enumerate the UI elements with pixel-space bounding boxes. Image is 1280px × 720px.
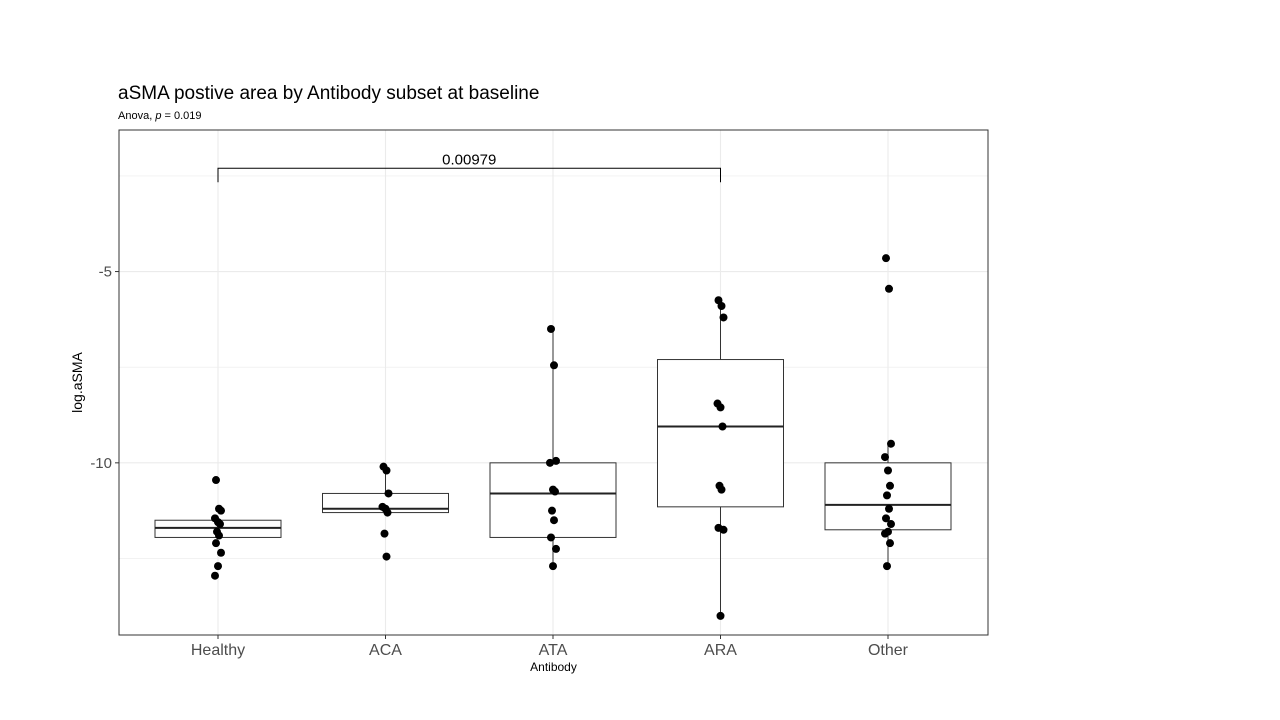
axis-layer: -5 -10 Healthy ACA ATA ARA Other [90,264,908,659]
x-axis-title: Antibody [530,660,577,674]
data-point [719,525,728,534]
data-point [882,254,890,263]
data-point [719,313,728,322]
data-point [881,453,889,462]
subtitle-prefix: Anova, [118,110,155,122]
subtitle-p: p [154,110,161,122]
bracket-line [217,167,721,183]
data-point [882,514,890,523]
significance-bracket: 0.00979 [217,151,721,183]
data-point [883,491,891,500]
data-point [885,284,893,293]
chart-title: aSMA postive area by Antibody subset at … [118,83,539,104]
data-point [380,529,389,538]
x-tick-label: ACA [369,642,402,659]
x-tick-label: ARA [704,642,737,659]
data-point [215,531,223,540]
data-point [550,516,558,525]
data-point [211,571,219,580]
data-point [216,520,224,529]
data-point [547,324,555,333]
y-axis-title: log.aSMA [69,351,85,412]
chart-subtitle: Anova, p = 0.019 [118,110,202,122]
data-point [887,439,895,448]
y-tick-label: -5 [99,264,112,281]
data-point [382,466,391,475]
data-point [549,562,557,571]
box-iqr [489,462,617,538]
data-point [384,489,393,498]
data-point [547,533,555,542]
x-tick-label: Healthy [191,642,245,659]
bracket-p-value: 0.00979 [442,151,496,168]
data-point [546,458,554,467]
data-point [884,466,892,475]
point-layer [211,254,895,620]
data-point [214,562,222,571]
data-point [383,508,392,517]
data-point [717,301,726,310]
data-point [552,544,560,553]
data-point [885,504,893,513]
data-point [552,456,560,465]
data-point [550,361,558,370]
data-point [217,506,225,515]
x-tick-label: ATA [539,642,568,659]
data-point [887,520,895,529]
data-point [718,422,727,431]
data-point [548,506,556,515]
data-point [382,552,391,561]
data-point [717,485,726,494]
data-point [886,481,894,490]
data-point [883,562,891,571]
y-tick-label: -10 [90,455,112,472]
subtitle-suffix: = 0.019 [161,110,201,122]
data-point [716,611,725,620]
x-tick-label: Other [868,642,909,659]
data-point [212,476,220,485]
data-point [551,487,559,496]
data-point [886,539,894,548]
data-point [716,403,725,412]
data-point [217,548,225,557]
data-point [212,539,220,548]
data-point [881,529,889,538]
